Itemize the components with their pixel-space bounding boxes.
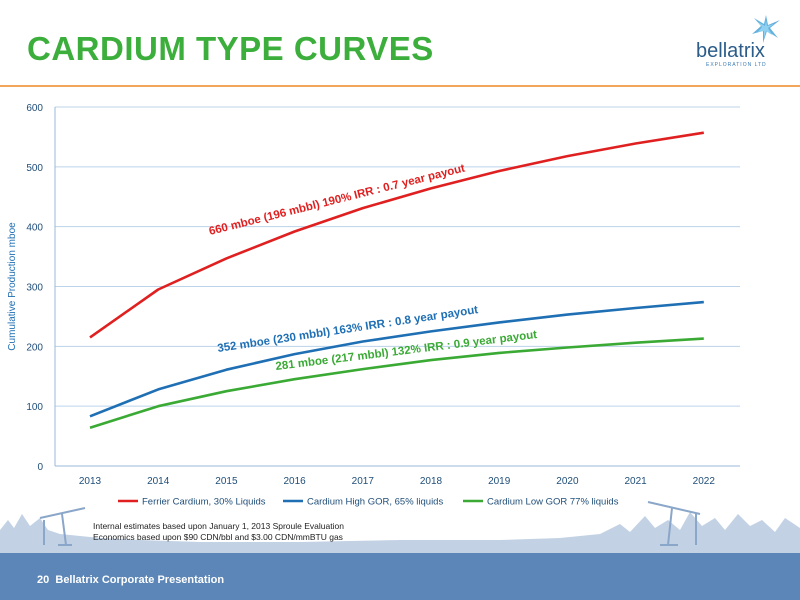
y-tick-label: 0 — [37, 462, 43, 473]
y-tick-label: 500 — [26, 163, 43, 174]
y-tick-label: 200 — [26, 342, 43, 353]
x-tick-label: 2016 — [283, 476, 306, 487]
page-title: CARDIUM TYPE CURVES — [27, 30, 434, 67]
y-tick-label: 400 — [26, 223, 43, 234]
page-number: 20 — [37, 574, 50, 586]
annotations: 660 mboe (196 mbbl) 190% IRR : 0.7 year … — [208, 163, 538, 373]
pumpjack-right-icon — [647, 501, 701, 546]
x-tick-label: 2018 — [420, 476, 443, 487]
pumpjack-left-icon — [39, 507, 86, 546]
y-tick-label: 300 — [26, 283, 43, 294]
footnote-line-2: Economics based upon $90 CDN/bbl and $3.… — [93, 532, 343, 542]
footer-label: Bellatrix Corporate Presentation — [55, 574, 225, 586]
x-tick-label: 2017 — [352, 476, 375, 487]
x-tick-label: 2021 — [624, 476, 647, 487]
legend-label: Ferrier Cardium, 30% Liquids — [142, 497, 266, 508]
series-line — [89, 300, 704, 418]
x-tick-label: 2022 — [693, 476, 716, 487]
type-curve-chart: 0 100 200 300 400 500 600 2013 2014 2015 2016 2017 2… — [7, 103, 740, 508]
axes: 0 100 200 300 400 500 600 2013 2014 2015 2016 2017 2… — [7, 103, 715, 487]
logo-subtitle: EXPLORATION LTD — [706, 62, 767, 68]
series-lines — [89, 131, 705, 429]
series-line — [89, 131, 705, 339]
x-tick-label: 2014 — [147, 476, 170, 487]
legend: Ferrier Cardium, 30% Liquids Cardium High… — [118, 497, 619, 508]
y-axis-label: Cumulative Production mboe — [7, 222, 18, 351]
x-tick-label: 2015 — [215, 476, 238, 487]
star-icon — [752, 15, 780, 43]
y-tick-label: 100 — [26, 402, 43, 413]
footnote-line-1: Internal estimates based upon January 1,… — [93, 521, 344, 531]
footer-bar — [0, 553, 800, 600]
legend-label: Cardium Low GOR 77% liquids — [487, 497, 619, 508]
series-line — [89, 337, 704, 429]
bellatrix-logo: bellatrix EXPLORATION LTD — [692, 14, 792, 74]
gridlines — [55, 106, 740, 467]
y-tick-label: 600 — [26, 103, 43, 114]
x-tick-label: 2019 — [488, 476, 511, 487]
footnote: Internal estimates based upon January 1,… — [93, 521, 344, 543]
title-divider — [0, 85, 800, 87]
logo-wordmark: bellatrix — [696, 40, 765, 62]
legend-label: Cardium High GOR, 65% liquids — [307, 497, 443, 508]
x-tick-label: 2020 — [556, 476, 579, 487]
x-tick-label: 2013 — [79, 476, 102, 487]
footer-text: 20 Bellatrix Corporate Presentation — [37, 574, 224, 586]
forest-silhouette — [0, 501, 800, 555]
